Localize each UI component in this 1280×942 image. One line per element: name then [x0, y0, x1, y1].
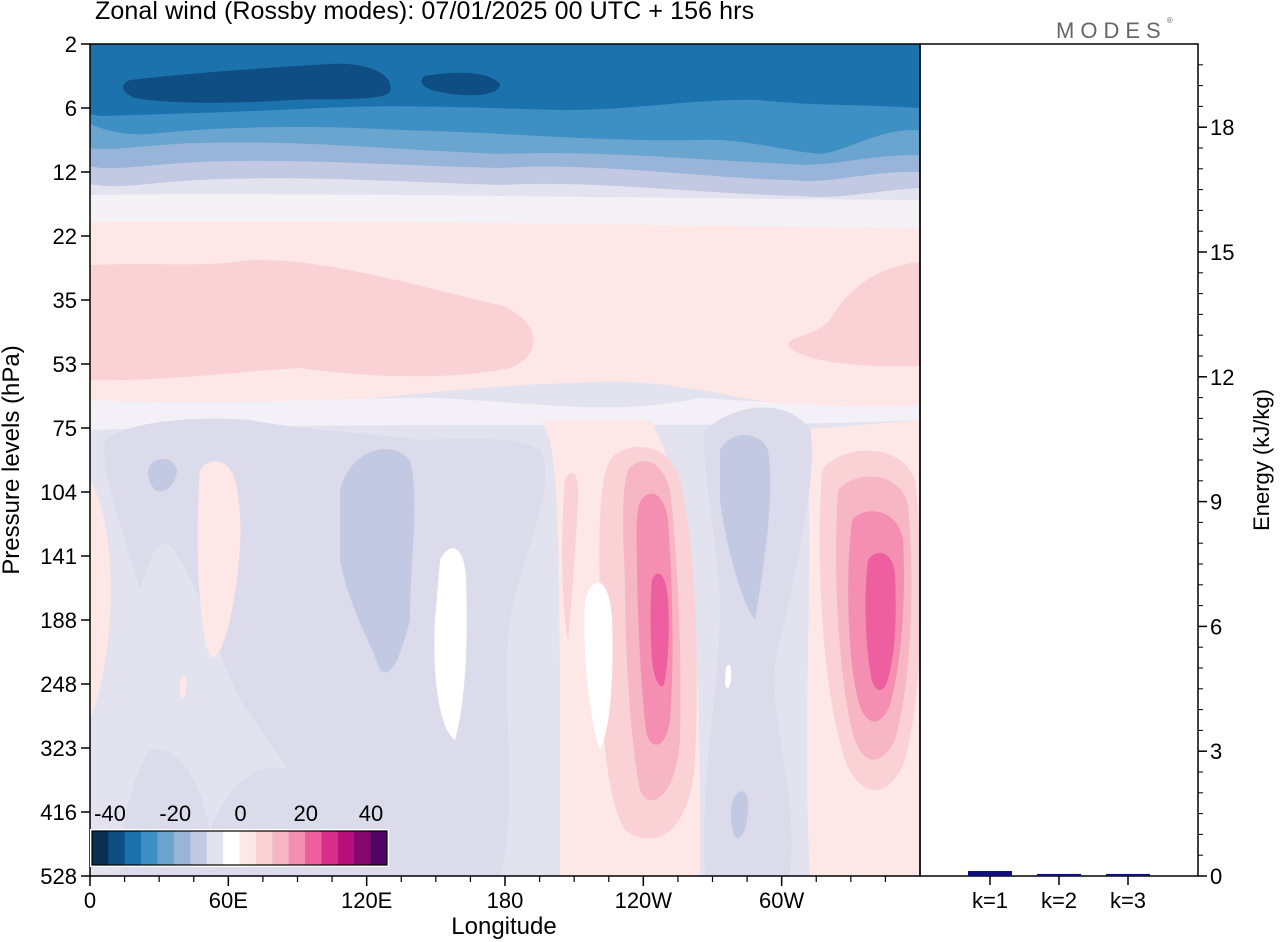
energy-panel-frame	[919, 43, 1199, 877]
energy-tick-label: 12	[1210, 365, 1234, 390]
pressure-tick-label: 22	[53, 224, 77, 249]
colorbar-swatch	[370, 831, 388, 865]
energy-bar	[1106, 873, 1150, 876]
x-axis-label: Longitude	[451, 913, 556, 940]
colorbar-tick-label: -40	[94, 801, 126, 826]
colorbar-swatch	[223, 831, 240, 865]
longitude-tick-label: 60W	[759, 888, 804, 913]
colorbar-swatch	[157, 831, 175, 865]
longitude-tick-label: 0	[84, 888, 96, 913]
colorbar-swatch	[173, 831, 191, 865]
chart-title: Zonal wind (Rossby modes): 07/01/2025 00…	[95, 0, 755, 25]
energy-category-label: k=1	[972, 888, 1008, 913]
energy-tick-label: 9	[1210, 490, 1222, 515]
energy-tick-label: 0	[1210, 864, 1222, 889]
colorbar-swatch	[337, 831, 355, 865]
colorbar-tick-label: -20	[159, 801, 191, 826]
pressure-tick-label: 416	[40, 800, 77, 825]
energy-tick-label: 18	[1210, 115, 1234, 140]
pressure-tick-label: 528	[40, 864, 77, 889]
pressure-tick-label: 141	[40, 544, 77, 569]
energy-tick-label: 15	[1210, 240, 1234, 265]
pressure-tick-label: 12	[53, 160, 77, 185]
energy-bar	[968, 871, 1012, 876]
pressure-tick-label: 323	[40, 736, 77, 761]
logo-mark: ®	[1166, 16, 1173, 25]
energy-category-label: k=3	[1110, 888, 1146, 913]
pressure-tick-label: 2	[65, 32, 77, 57]
modes-logo: MODES®	[1056, 16, 1173, 44]
contour-field	[90, 44, 920, 876]
colorbar-tick-label: 20	[294, 801, 318, 826]
colorbar-swatch	[141, 831, 158, 865]
energy-axis: 0 3 6 9 12 15 18	[1198, 64, 1234, 889]
energy-category-label: k=2	[1041, 888, 1077, 913]
pressure-tick-label: 35	[53, 288, 77, 313]
energy-bars: k=1 k=2 k=3	[968, 871, 1150, 913]
pressure-axis: 2 6 12 22 35 53 75 104 141 188 248 323 416 528	[40, 32, 90, 889]
pressure-tick-label: 188	[40, 608, 77, 633]
colorbar-swatch	[288, 831, 306, 865]
pressure-tick-label: 248	[40, 672, 77, 697]
pressure-tick-label: 104	[40, 480, 77, 505]
longitude-tick-label: 60E	[209, 888, 248, 913]
colorbar-swatch	[305, 831, 322, 865]
longitude-axis: 0 60E 120E 180 120W 60W	[84, 876, 887, 913]
y-axis-label: Pressure levels (hPa)	[0, 345, 25, 574]
colorbar-swatch	[321, 831, 339, 865]
pressure-tick-label: 75	[53, 416, 77, 441]
energy-axis-label: Energy (kJ/kg)	[1249, 389, 1274, 531]
longitude-tick-label: 120E	[341, 888, 392, 913]
energy-tick-label: 6	[1210, 614, 1222, 639]
colorbar-swatch	[272, 831, 289, 865]
energy-tick-label: 3	[1210, 739, 1222, 764]
colorbar: -40 -20 0 20 40	[90, 801, 389, 867]
colorbar-swatch	[190, 831, 208, 865]
colorbar-tick-label: 0	[234, 801, 246, 826]
colorbar-swatch	[239, 831, 257, 865]
energy-bar	[1037, 873, 1081, 876]
colorbar-swatch	[124, 831, 142, 865]
colorbar-swatch	[206, 831, 224, 865]
logo-text: MODES	[1056, 18, 1167, 43]
pressure-tick-label: 6	[65, 96, 77, 121]
colorbar-frame	[91, 830, 388, 866]
colorbar-swatch	[92, 831, 109, 865]
colorbar-swatch	[255, 831, 273, 865]
colorbar-tick-label: 40	[359, 801, 383, 826]
colorbar-swatch	[108, 831, 126, 865]
longitude-tick-label: 180	[487, 888, 524, 913]
pressure-tick-label: 53	[53, 352, 77, 377]
longitude-tick-label: 120W	[615, 888, 673, 913]
colorbar-swatch	[354, 831, 371, 865]
